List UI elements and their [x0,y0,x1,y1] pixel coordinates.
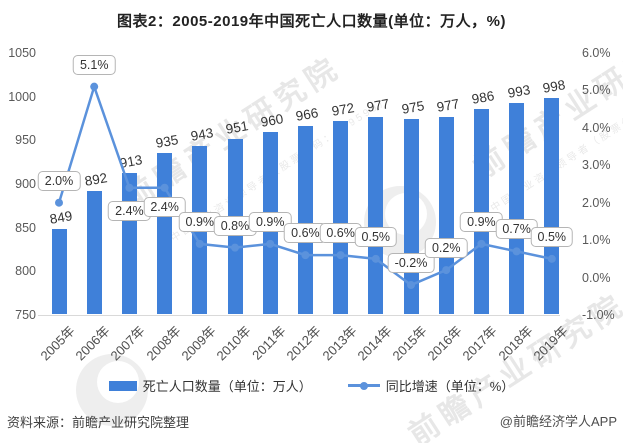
bar-value-label: 943 [189,125,215,145]
bar-value-label: 849 [48,207,74,227]
line-value-label: 2.0% [37,170,81,191]
chart-title: 图表2：2005-2019年中国死亡人口数量(单位：万人，%) [117,13,506,30]
source-note: 资料来源：前瞻产业研究院整理 [7,415,190,430]
y-axis-right-tick-label: 1.0% [582,233,611,248]
line-marker-dot-icon [359,381,368,390]
bar [86,190,102,314]
bar-value-label: 972 [330,100,355,119]
y-axis-right-tick-label: -1.0% [582,308,615,322]
y-axis-right-tick-label: 4.0% [582,120,611,135]
y-axis-left-tick-label: 900 [15,177,36,191]
line-value-label: 0.5% [530,226,574,247]
bar-value-label: 993 [506,81,531,101]
bar [297,126,313,314]
y-axis-left-tick-label: 800 [15,264,36,279]
y-axis-right-tick-label: 0.0% [582,270,611,285]
bar [438,116,454,314]
bar [333,121,349,314]
legend: 死亡人口数量（单位：万人） 同比增速（单位：%） [0,376,623,395]
legend-label-line-series: 同比增速（单位：%） [385,379,515,394]
legend-item-death-population: 死亡人口数量（单位：万人） [108,376,312,395]
line-value-label: 5.1% [72,54,116,75]
line-value-label: 0.2% [424,238,468,259]
bar [51,228,67,314]
legend-item-growth-rate: 同比增速（单位：%） [347,376,515,395]
bar-value-label: 977 [435,95,461,115]
x-axis-line [38,315,560,316]
bar-series-swatch-icon [108,380,137,391]
bar [368,116,384,314]
bar-value-label: 960 [259,110,285,130]
bar-value-label: 966 [294,105,320,125]
y-axis-right-tick-label: 3.0% [582,158,611,173]
y-axis-left-tick-label: 1050 [8,46,36,60]
bar-value-label: 998 [541,77,567,97]
line-value-label: 0.5% [354,226,398,247]
y-axis-right-tick-label: 6.0% [582,46,611,60]
bar [121,172,137,314]
credit-note: @前瞻经济学人APP [499,414,617,429]
bar-value-label: 951 [224,118,250,138]
line-series-swatch-icon [347,381,380,390]
bar [157,153,173,314]
bar-value-label: 986 [470,88,496,107]
bar-value-label: 913 [118,151,144,171]
bar-value-label: 935 [154,132,179,152]
bar-value-label: 892 [83,170,109,189]
y-axis-right-tick-label: 2.0% [582,195,611,210]
bar [544,98,560,314]
legend-label-bar-series: 死亡人口数量（单位：万人） [142,379,312,394]
y-axis-left-tick-label: 950 [15,133,36,148]
y-axis-left-tick-label: 850 [15,220,36,235]
y-axis-right-tick-label: 5.0% [582,83,611,98]
data-point-marker-icon [90,82,99,91]
data-point-marker-icon [55,198,63,207]
bar [509,102,525,314]
y-axis-left-tick-label: 1000 [8,89,36,104]
y-axis-left-tick-label: 750 [15,308,36,322]
bar-value-label: 977 [365,95,391,115]
bar [403,118,419,314]
bar-value-label: 975 [400,97,426,117]
